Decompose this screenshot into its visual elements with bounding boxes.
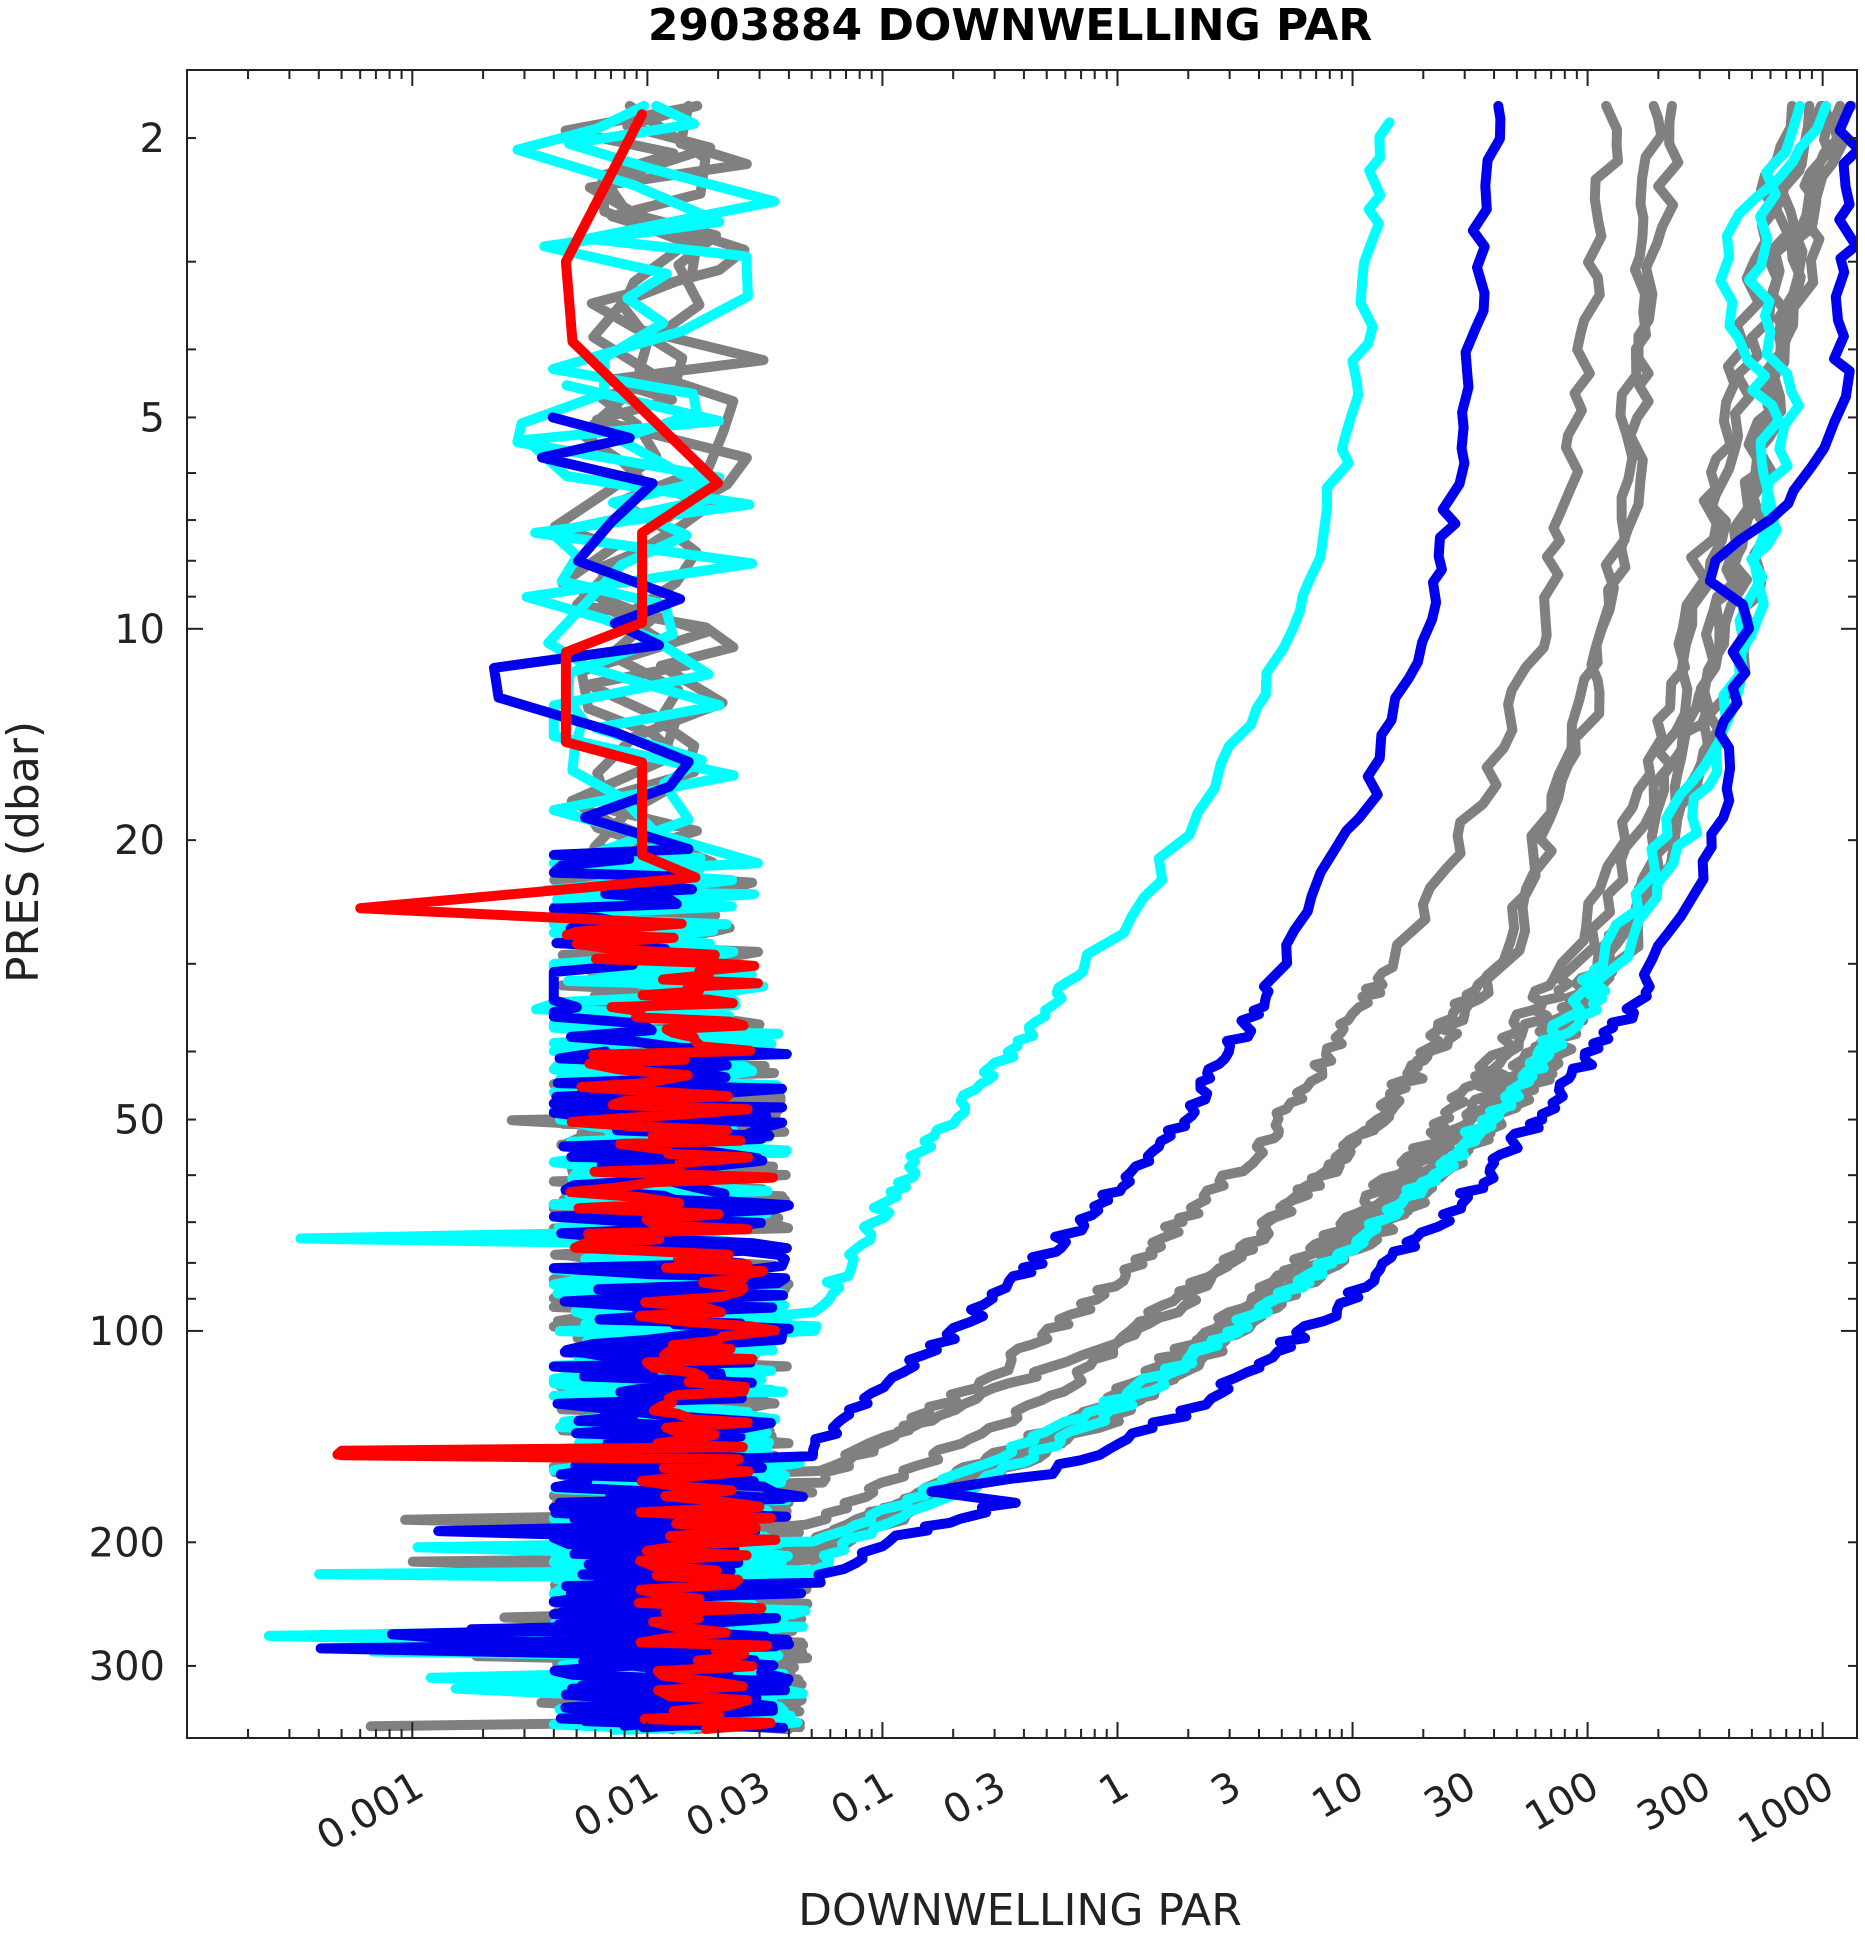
x-tick-label: 1000: [1730, 1763, 1841, 1854]
y-tick-label: 5: [140, 395, 165, 441]
x-tick-label: 30: [1417, 1763, 1484, 1828]
x-tick-label: 0.001: [309, 1763, 431, 1860]
x-axis-label: DOWNWELLING PAR: [798, 1885, 1242, 1936]
x-tick-label: 1: [1091, 1763, 1136, 1816]
y-tick-label: 200: [89, 1520, 165, 1566]
x-tick-label: 300: [1630, 1763, 1719, 1841]
chart-title: 2903884 DOWNWELLING PAR: [648, 0, 1372, 51]
x-tick-label: 0.01: [566, 1763, 666, 1847]
x-tick-label: 0.03: [678, 1763, 778, 1847]
x-tick-label: 10: [1304, 1763, 1371, 1828]
profile-line-blue-22: [386, 100, 1857, 1731]
profile-line-red-23: [332, 109, 781, 1734]
y-tick-label: 2: [140, 116, 165, 162]
x-tick-label: 100: [1517, 1763, 1606, 1841]
y-tick-label: 300: [89, 1644, 165, 1690]
profile-line-cyan-16: [367, 117, 1395, 1735]
x-tick-label: 0.1: [823, 1763, 901, 1835]
y-axis-label: PRES (dbar): [0, 721, 49, 983]
y-tick-label: 100: [89, 1309, 165, 1355]
y-tick-label: 50: [114, 1098, 165, 1144]
plot-frame: [186, 69, 1858, 1739]
y-tick-label: 20: [114, 818, 165, 864]
y-tick-label: 10: [114, 607, 165, 653]
x-tick-label: 3: [1204, 1763, 1249, 1816]
x-tick-label: 0.3: [935, 1763, 1013, 1835]
